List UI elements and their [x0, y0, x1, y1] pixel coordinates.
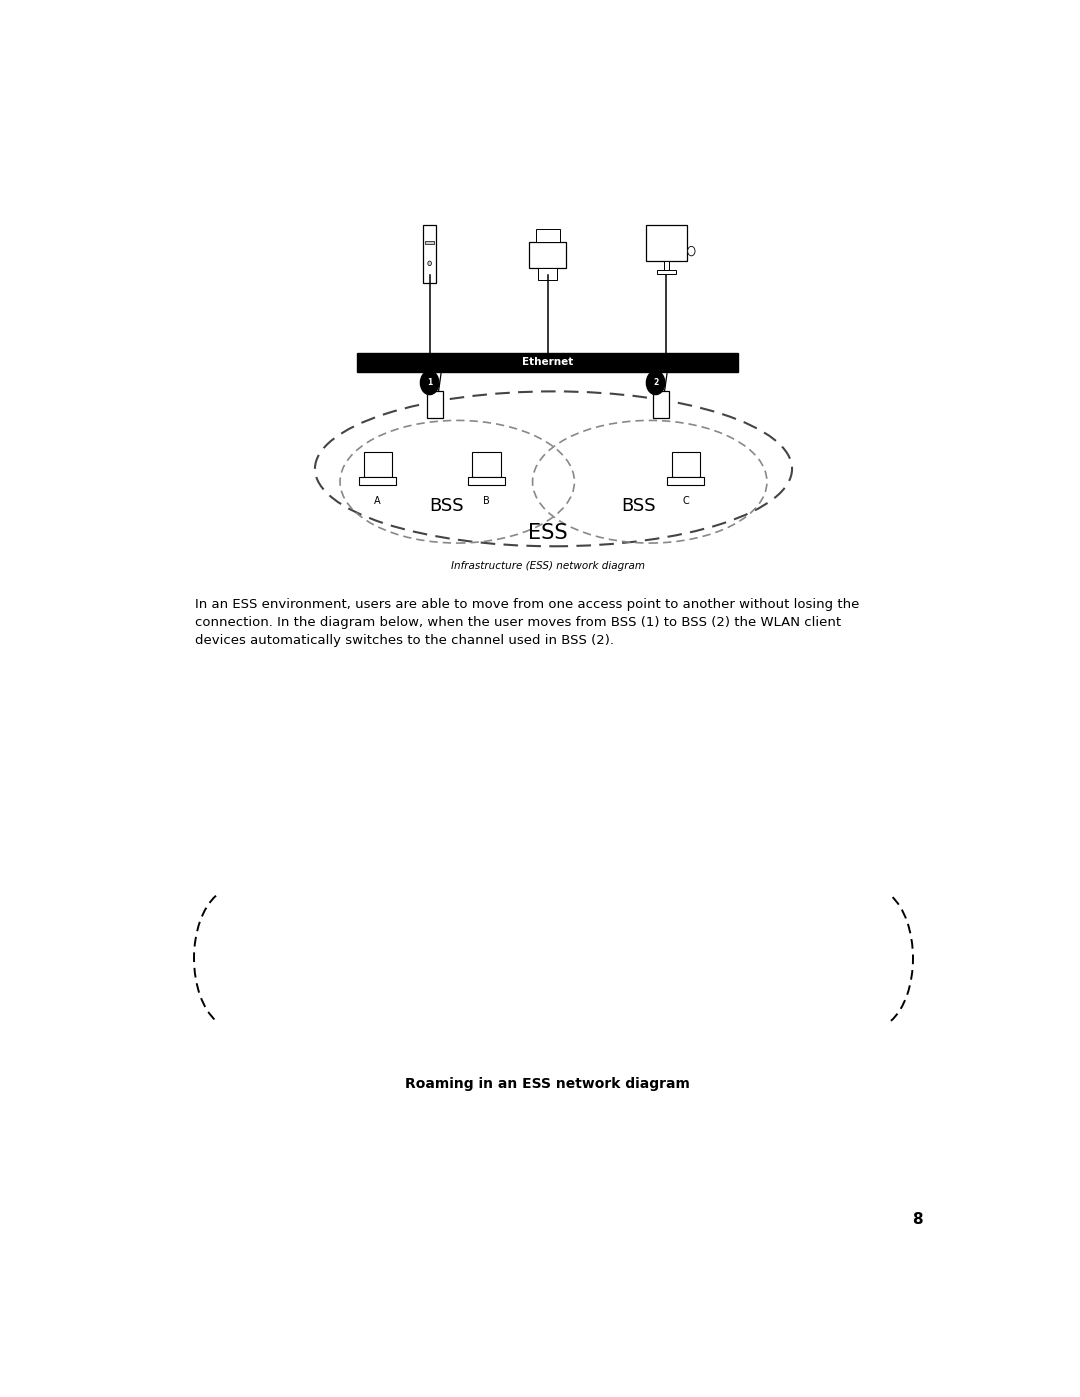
- Bar: [472, 451, 501, 478]
- Bar: [529, 242, 566, 268]
- Bar: [360, 478, 396, 485]
- Text: ESS: ESS: [528, 524, 567, 543]
- Text: In an ESS environment, users are able to move from one access point to another w: In an ESS environment, users are able to…: [195, 598, 860, 647]
- Text: A: A: [375, 496, 381, 506]
- Circle shape: [420, 372, 438, 394]
- Circle shape: [688, 246, 696, 256]
- Text: C: C: [683, 496, 689, 506]
- Bar: [539, 268, 557, 279]
- Bar: [427, 391, 443, 418]
- Text: B: B: [483, 496, 490, 506]
- Text: Ethernet: Ethernet: [522, 358, 572, 367]
- Text: Roaming in an ESS network diagram: Roaming in an ESS network diagram: [405, 1077, 690, 1091]
- Bar: [426, 240, 434, 244]
- Bar: [364, 451, 392, 478]
- Bar: [646, 225, 687, 261]
- Bar: [658, 270, 676, 274]
- Bar: [536, 229, 559, 242]
- Bar: [423, 225, 436, 282]
- FancyBboxPatch shape: [356, 352, 738, 372]
- Bar: [652, 391, 669, 418]
- Text: 1: 1: [427, 379, 432, 387]
- Text: 2: 2: [653, 379, 658, 387]
- Circle shape: [647, 372, 665, 394]
- Text: BSS: BSS: [429, 497, 463, 515]
- Bar: [664, 261, 669, 270]
- Bar: [667, 478, 704, 485]
- Text: Infrastructure (ESS) network diagram: Infrastructure (ESS) network diagram: [450, 560, 645, 570]
- Bar: [468, 478, 505, 485]
- Text: BSS: BSS: [622, 497, 657, 515]
- Circle shape: [428, 261, 431, 265]
- Bar: [672, 451, 700, 478]
- Text: 8: 8: [913, 1213, 923, 1227]
